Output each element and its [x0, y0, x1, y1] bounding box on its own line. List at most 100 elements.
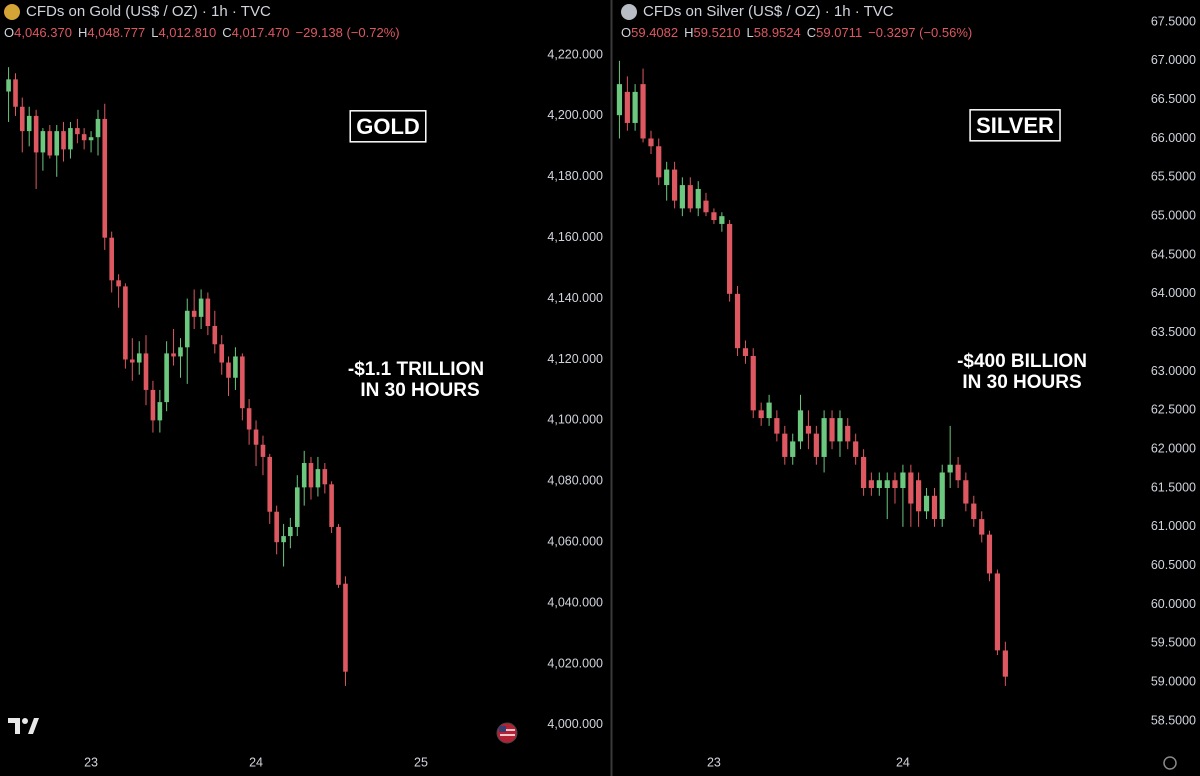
candle-body [95, 118, 101, 138]
candle-body [157, 402, 163, 421]
candle-body [774, 418, 780, 434]
annotation: IN 30 HOURS [962, 372, 1081, 393]
symbol-icon [621, 4, 637, 20]
candle-body [711, 212, 717, 221]
y-tick-label: 66.5000 [1151, 92, 1196, 106]
legend-key: O [621, 25, 631, 40]
legend-key: C [222, 25, 231, 40]
candle-body [782, 433, 788, 457]
candle-body [109, 237, 114, 281]
candle-body [939, 472, 945, 520]
annotation: -$1.1 TRILLION [348, 359, 484, 380]
candle-body [656, 146, 662, 178]
candle-body [624, 91, 630, 123]
candle-body [805, 425, 812, 434]
candle-body [679, 185, 685, 209]
y-tick-label: 60.0000 [1151, 597, 1196, 611]
y-tick-label: 60.5000 [1151, 558, 1196, 572]
candle-body [719, 216, 725, 224]
candle-body [19, 106, 25, 132]
annotation: -$400 BILLION [957, 351, 1087, 372]
candle-body [868, 480, 874, 489]
candle-body [205, 298, 211, 326]
y-tick-label: 63.0000 [1151, 364, 1196, 378]
candle-body [219, 344, 225, 363]
legend-value: 59.4082 [631, 25, 678, 40]
candle-body [994, 573, 1001, 651]
candle-body [632, 91, 638, 123]
annotation: IN 30 HOURS [360, 380, 479, 401]
x-tick-label: 24 [896, 755, 910, 769]
candle-body [829, 418, 835, 442]
candle-body [294, 487, 300, 527]
candle-body [322, 469, 328, 485]
candle-body [742, 348, 749, 356]
candle-body [315, 469, 321, 488]
candle-body [703, 200, 709, 213]
candle-body [900, 472, 906, 489]
legend-value: 58.9524 [754, 25, 801, 40]
candle-body [130, 359, 135, 363]
candle-body [40, 131, 46, 153]
settings-icon[interactable] [1163, 756, 1177, 770]
candle-body [664, 169, 670, 186]
candle-body [861, 456, 867, 489]
y-tick-label: 4,160.000 [547, 230, 603, 244]
candle-body [191, 310, 197, 317]
y-tick-label: 4,200.000 [547, 108, 603, 122]
legend-key: O [4, 25, 14, 40]
legend-value: 59.5210 [694, 25, 741, 40]
candle-body [750, 355, 756, 411]
candle-body [47, 131, 53, 156]
candle-body [102, 118, 108, 238]
candle-body [13, 79, 18, 107]
candle-body [75, 128, 80, 135]
label-box [349, 110, 427, 143]
candle-body [947, 464, 953, 473]
y-tick-label: 62.0000 [1151, 441, 1196, 455]
boxed-label: SILVER [976, 113, 1054, 138]
candle-body [246, 408, 252, 430]
y-tick-label: 4,040.000 [547, 595, 603, 609]
candle-body [672, 169, 678, 201]
candle-body [233, 356, 238, 378]
candle-body [33, 115, 39, 153]
candle-body [734, 293, 741, 349]
candle-body [648, 138, 654, 147]
candle-body [68, 128, 73, 150]
candle-body [640, 84, 646, 139]
chart-title: CFDs on Silver (US$ / OZ) · 1h · TVC [643, 3, 894, 20]
candle-body [164, 353, 169, 403]
y-tick-label: 65.0000 [1151, 208, 1196, 222]
y-tick-label: 59.0000 [1151, 674, 1196, 688]
candle-body [837, 418, 843, 442]
boxed-label: GOLD [356, 114, 420, 139]
candle-body [979, 519, 985, 535]
y-tick-label: 4,020.000 [547, 656, 603, 670]
ohlc-legend: O4,046.370 H4,048.777 L4,012.810 C4,017.470… [4, 25, 400, 40]
y-tick-label: 67.0000 [1151, 53, 1196, 67]
y-tick-label: 4,220.000 [547, 47, 603, 61]
candle-body [758, 410, 764, 419]
candle-body [908, 472, 914, 504]
flag-icon[interactable] [496, 722, 518, 744]
candle-body [26, 115, 32, 132]
candle-body [986, 534, 993, 574]
ohlc-legend: O59.4082 H59.5210 L58.9524 C59.0711 −0.3297 … [621, 25, 972, 40]
candle-body [260, 444, 266, 457]
label-box [969, 109, 1061, 142]
candle-body [821, 418, 827, 457]
legend-key: L [151, 25, 158, 40]
candle-body [1002, 650, 1008, 677]
legend-value: 4,012.810 [158, 25, 216, 40]
y-tick-label: 67.5000 [1151, 14, 1196, 28]
candle-body [116, 280, 121, 287]
legend-key: H [78, 25, 87, 40]
legend-key: C [807, 25, 816, 40]
candle-body [143, 353, 149, 390]
candle-body [695, 188, 701, 209]
candle-body [198, 298, 204, 317]
candle-body [766, 402, 772, 419]
candle-body [253, 429, 259, 445]
